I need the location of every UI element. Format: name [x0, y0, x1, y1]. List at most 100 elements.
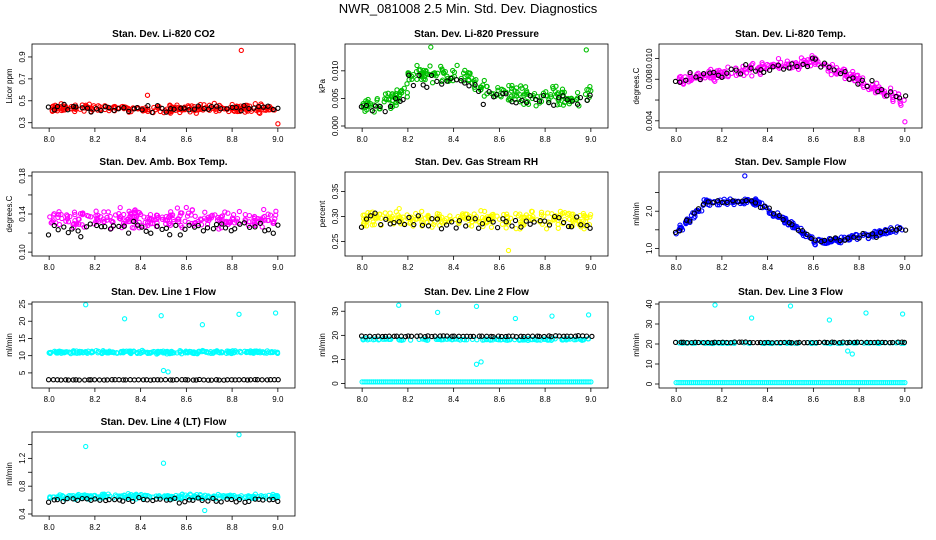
reference-point: [210, 495, 216, 502]
y-tick-label: 40: [645, 299, 654, 308]
reference-point: [406, 72, 412, 78]
x-tick-label: 8.2: [89, 135, 101, 144]
data-point: [890, 96, 896, 103]
y-tick-label: 0.9: [18, 51, 27, 63]
reference-point: [260, 104, 267, 110]
data-point: [125, 218, 132, 225]
reference-point: [115, 106, 122, 112]
reference-point: [780, 217, 786, 223]
reference-point: [896, 95, 903, 101]
reference-point: [796, 339, 802, 346]
reference-point: [358, 224, 365, 230]
reference-point: [82, 377, 88, 383]
reference-point: [127, 377, 133, 383]
data-point: [811, 340, 817, 346]
reference-point: [463, 223, 469, 229]
reference-point: [98, 224, 105, 230]
data-point: [408, 214, 414, 220]
reference-point: [518, 333, 524, 339]
data-point: [503, 225, 509, 231]
reference-point: [523, 99, 530, 106]
y-tick-label: 20: [645, 339, 654, 348]
data-point: [205, 493, 211, 499]
data-point: [364, 218, 370, 225]
plot-title: Stan. Dev. Sample Flow: [735, 157, 847, 168]
data-point: [199, 348, 205, 355]
reference-point: [422, 333, 428, 340]
data-point: [557, 208, 564, 215]
y-tick-label: 0.7: [18, 73, 27, 85]
reference-point: [448, 75, 454, 82]
reference-point: [858, 339, 865, 346]
reference-point: [386, 333, 392, 339]
reference-point: [884, 93, 890, 99]
data-point: [238, 105, 244, 112]
reference-point: [569, 98, 575, 104]
y-tick-label: 2.0: [645, 205, 654, 217]
reference-point: [93, 222, 100, 229]
reference-point: [737, 71, 744, 77]
reference-point: [687, 218, 693, 224]
reference-point: [134, 104, 140, 111]
outlier-point: [473, 303, 480, 310]
reference-point: [899, 339, 905, 345]
data-point: [465, 70, 471, 76]
data-point: [494, 336, 501, 342]
data-point: [574, 95, 581, 101]
data-point: [85, 104, 91, 111]
reference-point: [429, 333, 435, 340]
reference-point: [574, 101, 581, 107]
x-tick-label: 8.0: [357, 135, 369, 144]
reference-point: [794, 340, 800, 346]
y-tick-label: 0: [645, 381, 654, 386]
x-tick-label: 8.8: [227, 395, 239, 404]
x-tick-label: 8.6: [808, 395, 820, 404]
data-point: [106, 107, 112, 114]
reference-point: [488, 333, 494, 340]
reference-point: [136, 494, 142, 501]
x-tick-label: 8.4: [762, 135, 774, 144]
reference-point: [821, 339, 828, 345]
outlier-point: [478, 359, 484, 365]
reference-point: [584, 97, 590, 103]
reference-point: [238, 108, 244, 114]
data-point: [208, 350, 214, 356]
reference-point: [139, 107, 145, 113]
data-point: [88, 214, 94, 220]
y-axis-label: ml/min: [318, 333, 327, 357]
reference-point: [826, 64, 832, 70]
x-tick-label: 8.8: [854, 395, 866, 404]
reference-point: [78, 234, 84, 240]
reference-point: [51, 497, 57, 503]
reference-point: [163, 109, 169, 115]
data-point: [552, 336, 558, 342]
data-point: [133, 496, 139, 502]
data-point: [419, 208, 425, 215]
reference-point: [93, 106, 100, 112]
reference-point: [270, 230, 276, 236]
reference-point: [752, 200, 759, 206]
data-point: [101, 219, 107, 225]
data-point: [83, 349, 90, 356]
plot-frame: [31, 43, 296, 129]
reference-point: [410, 82, 417, 89]
data-point: [107, 213, 113, 220]
reference-point: [710, 200, 716, 206]
x-tick-label: 8.0: [357, 395, 369, 404]
data-point: [369, 222, 375, 228]
data-point: [201, 215, 208, 221]
reference-point: [589, 333, 595, 340]
reference-point: [181, 105, 187, 111]
reference-point: [163, 225, 170, 231]
reference-point: [383, 216, 389, 222]
reference-point: [241, 377, 247, 383]
reference-point: [111, 107, 117, 114]
data-point: [388, 105, 394, 112]
baseline-point: [902, 379, 908, 386]
x-tick-label: 9.0: [899, 263, 911, 272]
data-point: [178, 494, 185, 500]
data-point: [860, 75, 866, 81]
outlier-point: [512, 315, 519, 322]
data-point: [60, 349, 66, 355]
